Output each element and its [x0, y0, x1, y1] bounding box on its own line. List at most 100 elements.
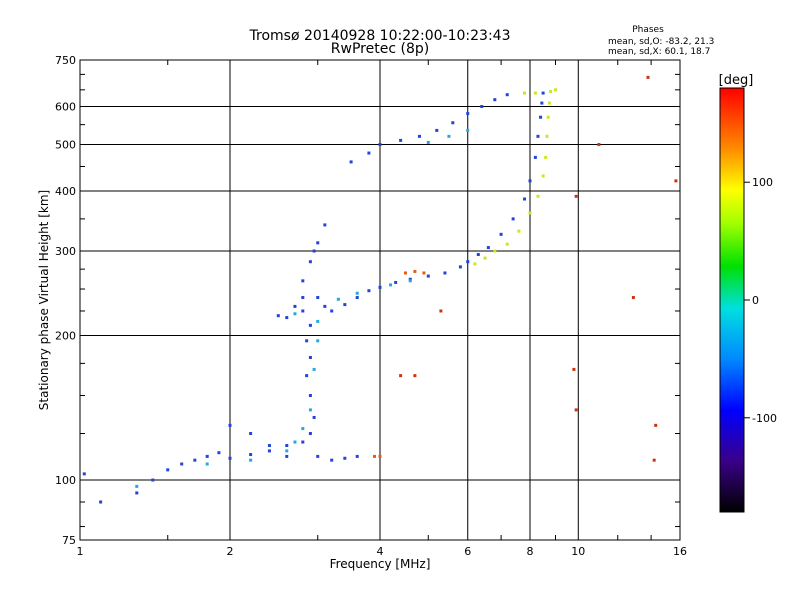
data-point — [316, 241, 320, 245]
colorbar-tick-label: 0 — [752, 294, 759, 307]
data-point — [458, 265, 462, 269]
data-point — [301, 440, 305, 444]
data-point — [426, 274, 430, 278]
data-point — [545, 134, 549, 138]
data-point — [574, 194, 578, 198]
data-point — [413, 374, 417, 378]
data-point — [473, 262, 477, 266]
data-point — [483, 256, 487, 260]
data-point — [312, 249, 316, 253]
colorbar-ticks: 100 0 -100 — [744, 176, 777, 425]
data-point — [308, 394, 312, 398]
data-point — [276, 314, 280, 318]
data-point — [367, 151, 371, 155]
data-point — [499, 232, 503, 236]
data-point — [394, 280, 398, 284]
data-point — [135, 491, 139, 495]
data-point — [285, 454, 289, 458]
data-point — [646, 75, 650, 79]
data-point — [308, 323, 312, 327]
data-point — [536, 194, 540, 198]
phase-info-line2: mean, sd,X: 60.1, 18.7 — [608, 47, 710, 57]
data-point — [378, 454, 382, 458]
data-point — [293, 312, 297, 316]
data-point — [480, 105, 484, 109]
data-point — [466, 128, 470, 132]
data-point — [399, 138, 403, 142]
data-point — [572, 367, 576, 371]
data-point — [652, 458, 656, 462]
data-point — [316, 296, 320, 300]
data-point — [451, 121, 455, 125]
data-point — [323, 304, 327, 308]
data-point — [135, 484, 139, 488]
data-point — [308, 408, 312, 412]
data-point — [312, 415, 316, 419]
x-tick-label: 10 — [571, 545, 585, 558]
data-point — [228, 423, 232, 427]
x-tick-label: 6 — [464, 545, 471, 558]
data-point — [355, 296, 359, 300]
data-point — [343, 456, 347, 460]
data-point — [493, 98, 497, 102]
data-point — [267, 444, 271, 448]
data-point — [205, 454, 209, 458]
y-tick-label: 300 — [55, 245, 76, 258]
data-point — [493, 249, 497, 253]
data-point — [355, 291, 359, 295]
data-point — [285, 444, 289, 448]
data-point — [166, 468, 170, 472]
data-point — [547, 101, 551, 105]
y-tick-label: 200 — [55, 330, 76, 343]
data-point — [597, 143, 601, 147]
data-point — [528, 179, 532, 183]
data-point — [305, 339, 309, 343]
data-point — [308, 432, 312, 436]
data-point — [435, 128, 439, 132]
y-axis-label: Stationary phase Virtual Height [km] — [37, 190, 51, 410]
y-tick-label: 500 — [55, 139, 76, 152]
data-point — [228, 456, 232, 460]
data-point — [540, 101, 544, 105]
data-point — [422, 271, 426, 275]
data-point — [631, 296, 635, 300]
data-point — [205, 462, 209, 466]
data-point — [249, 458, 253, 462]
x-axis-label: Frequency [MHz] — [330, 557, 431, 571]
data-point — [249, 432, 253, 436]
data-point — [267, 449, 271, 453]
data-point — [349, 160, 353, 164]
data-point — [301, 296, 305, 300]
data-point — [523, 197, 527, 201]
data-point — [180, 462, 184, 466]
colorbar — [719, 87, 745, 513]
data-point — [301, 427, 305, 431]
data-point — [517, 229, 521, 233]
data-point — [378, 285, 382, 289]
data-point — [330, 309, 334, 313]
data-point — [293, 440, 297, 444]
data-point — [336, 297, 340, 301]
x-tick-label: 1 — [77, 545, 84, 558]
data-point — [308, 260, 312, 264]
data-point — [541, 174, 545, 178]
data-point — [316, 454, 320, 458]
data-point — [323, 223, 327, 227]
data-point — [293, 304, 297, 308]
data-point — [486, 246, 490, 250]
colorbar-label: [deg] — [719, 73, 754, 88]
data-point — [553, 88, 557, 92]
data-point — [285, 316, 289, 320]
data-point — [536, 134, 540, 138]
data-point — [466, 112, 470, 116]
y-tick-label: 100 — [55, 474, 76, 487]
data-point — [312, 367, 316, 371]
data-point — [217, 451, 221, 455]
data-point — [308, 355, 312, 359]
data-point — [305, 374, 309, 378]
data-point — [249, 453, 253, 457]
y-tick-label: 75 — [62, 534, 76, 547]
data-point — [389, 283, 393, 287]
x-tick-label: 8 — [527, 545, 534, 558]
y-tick-label: 600 — [55, 101, 76, 114]
